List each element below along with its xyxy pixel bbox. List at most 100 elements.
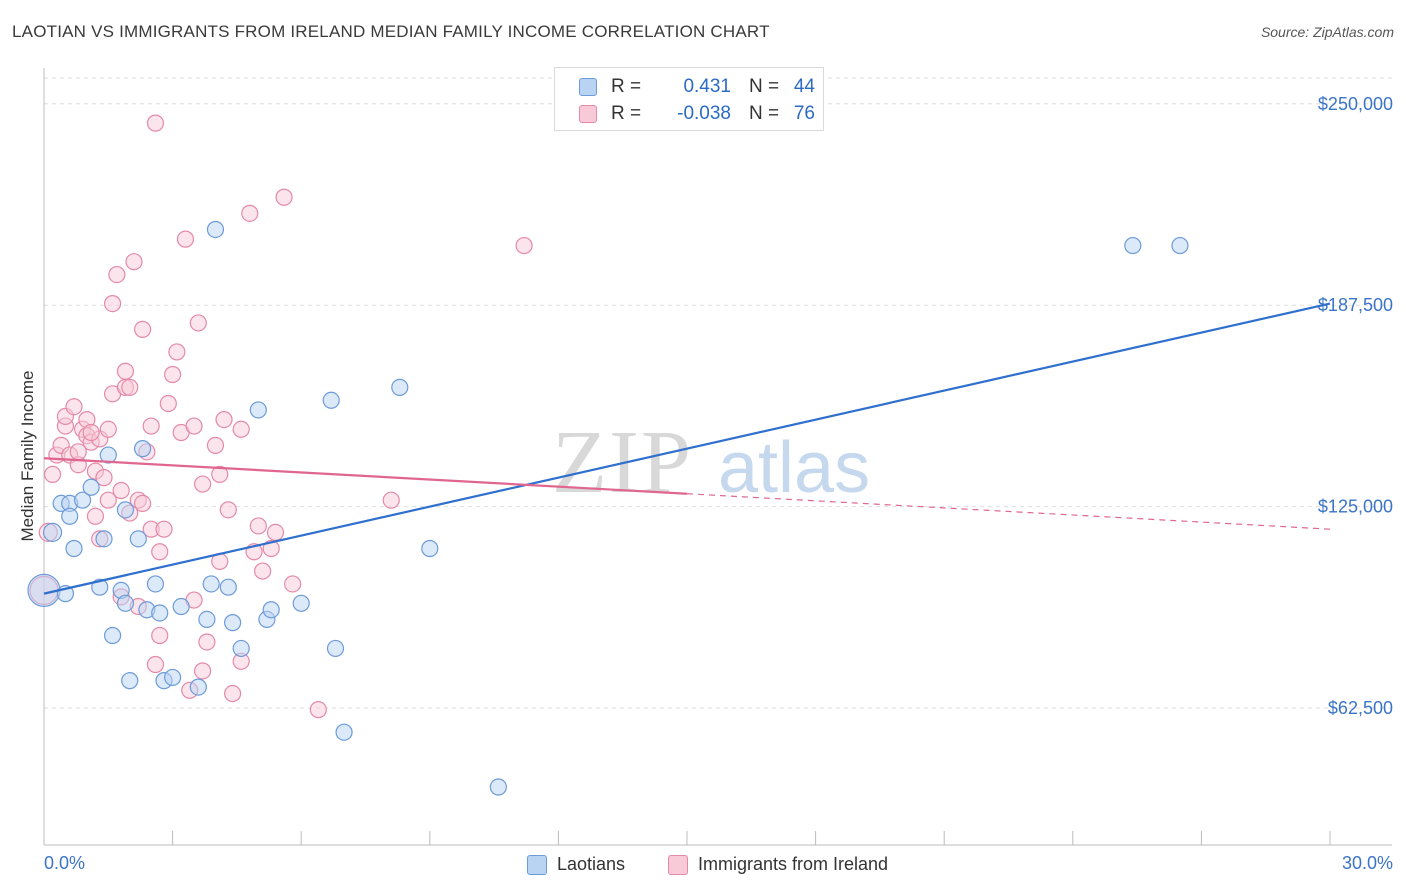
series-laotians-points (27, 220, 1189, 796)
laotians-point (232, 639, 250, 658)
stats-legend: R = 0.431 N = 44 R = -0.038 N = 76 (554, 67, 824, 131)
ireland-point (249, 517, 267, 535)
ireland-point (146, 655, 165, 674)
laotians-point (489, 778, 507, 796)
ireland-point (241, 204, 259, 222)
ireland-point (108, 265, 126, 284)
axes (43, 68, 1392, 846)
ireland-point (142, 417, 160, 435)
laotians-point (202, 575, 220, 593)
source-label: Source: ZipAtlas.com (1260, 24, 1394, 40)
ireland-point (159, 394, 177, 413)
ireland-point (194, 475, 212, 493)
ireland-point (515, 236, 533, 255)
laotians-point (249, 401, 267, 419)
ireland-point (133, 320, 152, 338)
ireland-point (121, 378, 139, 396)
n-value: 76 (793, 103, 815, 124)
ireland-swatch (579, 105, 597, 123)
laotians-point (91, 578, 109, 596)
ireland-point (309, 701, 327, 719)
ireland-point (266, 523, 285, 541)
ireland-point (262, 539, 280, 558)
ireland-point (125, 253, 143, 271)
laotians-point (133, 440, 152, 458)
laotians-point (189, 678, 207, 696)
legend-item-ireland[interactable]: Immigrants from Ireland (668, 854, 888, 875)
ireland-point (232, 420, 250, 438)
laotians-point (42, 522, 63, 542)
laotians-point (121, 672, 139, 690)
legend-label-laotians: Laotians (557, 854, 626, 874)
ireland-point (224, 684, 242, 703)
y-tick-label: $250,000 (1318, 94, 1393, 114)
ireland-point (194, 662, 212, 680)
ireland-point (215, 411, 233, 429)
legend-item-laotians[interactable]: Laotians (527, 854, 625, 875)
laotians-swatch (579, 78, 597, 96)
ireland-point (275, 188, 293, 206)
laotians-point (73, 491, 92, 509)
r-label: R = (611, 76, 642, 97)
ireland-point (112, 481, 130, 500)
y-tick-label: $187,500 (1318, 295, 1393, 315)
stats-row-ireland: R = -0.038 N = 76 (579, 103, 815, 125)
r-value: 0.431 (683, 76, 731, 97)
laotians-point (82, 478, 100, 496)
r-value: -0.038 (677, 103, 731, 124)
n-value: 44 (793, 76, 815, 97)
ireland-legend-swatch (668, 854, 688, 875)
laotians-point (224, 614, 242, 632)
y-axis-label: Median Family Income (18, 370, 37, 541)
ireland-point (176, 230, 195, 248)
laotians-point (151, 604, 169, 622)
laotians-point (164, 668, 182, 687)
ireland-point (185, 417, 203, 435)
ireland-point (198, 633, 216, 651)
n-label: N = (749, 103, 780, 124)
laotians-point (172, 597, 190, 616)
ireland-point (133, 494, 152, 512)
ireland-point (284, 575, 302, 593)
ireland-point (164, 365, 182, 384)
ireland-point (168, 343, 186, 361)
ireland-point (189, 314, 207, 332)
ireland-point (99, 491, 117, 509)
ireland-point (99, 420, 117, 438)
laotians-point (61, 507, 79, 525)
laotians-legend-swatch (527, 854, 547, 875)
laotians-point (421, 539, 439, 558)
trend-line-ireland-solid (43, 457, 688, 495)
ireland-point (151, 543, 169, 561)
tick-labels: $62,500 $125,000 $187,500 $250,000 0.0% 30.0% (44, 94, 1393, 873)
laotians-point (95, 530, 113, 548)
ireland-point (116, 362, 135, 380)
laotians-point (335, 723, 353, 741)
laotians-point (99, 446, 117, 464)
laotians-point (206, 220, 225, 239)
gridlines (44, 77, 1392, 709)
laotians-point (391, 378, 409, 396)
laotians-point (292, 594, 310, 612)
laotians-point (129, 530, 147, 548)
ireland-point (254, 562, 272, 580)
r-label: R = (611, 103, 642, 124)
ireland-point (95, 469, 113, 487)
ireland-point (146, 114, 165, 132)
ireland-point (155, 520, 173, 538)
ireland-point (151, 626, 169, 645)
ireland-point (219, 501, 237, 519)
laotians-point (116, 501, 135, 519)
x-tick-label-min: 0.0% (44, 853, 85, 873)
ireland-point (103, 294, 122, 313)
x-tick-label-max: 30.0% (1342, 853, 1393, 873)
ireland-point (82, 423, 100, 442)
y-tick-label: $62,500 (1328, 698, 1393, 718)
trend-line-ireland-dashed (686, 493, 1331, 530)
ireland-point (206, 436, 225, 454)
laotians-point (116, 594, 135, 612)
laotians-point (1171, 236, 1189, 255)
ireland-point (211, 465, 229, 483)
ireland-point (86, 507, 105, 525)
